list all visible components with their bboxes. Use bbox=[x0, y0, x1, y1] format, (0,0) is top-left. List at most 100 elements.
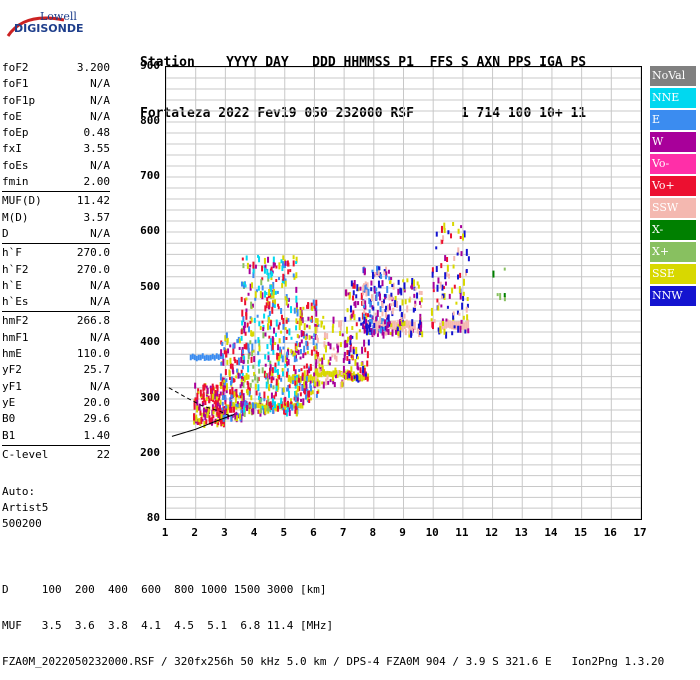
echo-point bbox=[295, 358, 298, 362]
echo-point bbox=[225, 405, 228, 409]
param-name: yE bbox=[2, 395, 16, 409]
footer-distance-row: D 100 200 400 600 800 1000 1500 3000 [km… bbox=[2, 583, 327, 596]
echo-point bbox=[305, 363, 308, 369]
echo-point bbox=[461, 233, 464, 241]
logo-digisonde-text: DIGISONDE bbox=[14, 22, 84, 35]
echo-point bbox=[466, 314, 469, 321]
echo-point bbox=[350, 366, 353, 373]
echo-band-mark bbox=[215, 353, 218, 359]
echo-point bbox=[294, 369, 297, 375]
echo-point bbox=[304, 394, 307, 400]
param-name: hmF1 bbox=[2, 330, 29, 344]
echo-point bbox=[257, 285, 260, 291]
echo-point bbox=[383, 269, 386, 274]
echo-point bbox=[231, 363, 234, 370]
param-row: foF1p N/A bbox=[2, 93, 110, 109]
echo-point bbox=[250, 356, 253, 363]
echo-point bbox=[457, 228, 460, 234]
echo-point bbox=[240, 382, 243, 387]
x-tick-label: 16 bbox=[603, 526, 617, 539]
echo-point bbox=[264, 264, 267, 270]
echo-point bbox=[459, 235, 462, 239]
echo-point bbox=[276, 368, 279, 375]
echo-point bbox=[257, 254, 260, 258]
echo-point bbox=[273, 327, 276, 334]
echo-point bbox=[310, 335, 313, 339]
echo-point bbox=[236, 415, 239, 422]
echo-point bbox=[233, 406, 236, 413]
logo-swoosh-icon bbox=[6, 16, 65, 37]
echo-band-mark bbox=[259, 403, 262, 409]
echo-band-mark bbox=[324, 371, 327, 377]
echo-point bbox=[295, 302, 298, 308]
echo-point bbox=[233, 356, 236, 361]
echo-point bbox=[390, 303, 393, 307]
echo-point bbox=[241, 347, 244, 353]
echo-point bbox=[349, 346, 352, 353]
echo-point bbox=[267, 355, 270, 361]
echo-point bbox=[377, 329, 380, 333]
echo-point bbox=[275, 265, 278, 269]
echo-point bbox=[274, 299, 277, 305]
x-tick-label: 6 bbox=[310, 526, 317, 539]
echo-point bbox=[216, 405, 219, 412]
echo-point bbox=[323, 332, 326, 339]
echo-point bbox=[384, 309, 387, 313]
echo-point bbox=[254, 291, 257, 299]
echo-point bbox=[249, 264, 252, 268]
echo-band-mark bbox=[443, 322, 446, 331]
param-name: hmF2 bbox=[2, 314, 29, 328]
echo-point bbox=[361, 346, 364, 354]
echo-point bbox=[313, 333, 316, 338]
x-tick-label: 9 bbox=[399, 526, 406, 539]
echo-point bbox=[243, 344, 246, 350]
echo-point bbox=[420, 304, 423, 308]
echo-point bbox=[302, 353, 305, 359]
echo-point bbox=[301, 372, 304, 377]
echo-point bbox=[264, 354, 267, 360]
echo-point bbox=[433, 319, 436, 324]
echo-point bbox=[287, 269, 290, 275]
echo-point bbox=[373, 330, 376, 335]
echo-point bbox=[247, 343, 250, 351]
echo-point bbox=[375, 287, 378, 292]
footer-muf-row: MUF 3.5 3.6 3.8 4.1 4.5 5.1 6.8 11.4 [MH… bbox=[2, 619, 334, 632]
echo-point bbox=[317, 351, 320, 359]
echo-point bbox=[315, 303, 318, 311]
echo-point bbox=[274, 290, 277, 295]
echo-point bbox=[329, 356, 332, 361]
echo-point bbox=[373, 287, 376, 294]
echo-band-mark bbox=[195, 355, 198, 362]
echo-point bbox=[219, 399, 222, 405]
echo-point bbox=[299, 349, 302, 355]
echo-band-mark bbox=[293, 403, 296, 409]
echo-point bbox=[346, 349, 349, 355]
echo-point bbox=[394, 295, 397, 303]
echo-point bbox=[358, 329, 361, 333]
echo-point bbox=[233, 391, 236, 398]
echo-point bbox=[397, 288, 400, 295]
param-row: yE 20.0 bbox=[2, 395, 110, 411]
echo-point bbox=[261, 320, 264, 324]
param-row: foE N/A bbox=[2, 109, 110, 125]
x-tick-label: 2 bbox=[191, 526, 198, 539]
echo-point bbox=[242, 398, 245, 406]
echo-point bbox=[270, 392, 273, 399]
echo-point bbox=[315, 375, 318, 382]
echo-point bbox=[250, 317, 253, 323]
param-name: hmE bbox=[2, 347, 22, 361]
echo-point bbox=[389, 296, 392, 300]
echo-point bbox=[266, 300, 269, 306]
echo-point bbox=[240, 400, 243, 407]
echo-point bbox=[390, 292, 393, 297]
echo-point bbox=[215, 396, 218, 401]
param-separator bbox=[2, 311, 110, 313]
echo-band-mark bbox=[189, 354, 192, 361]
echo-point bbox=[492, 270, 495, 278]
echo-point bbox=[280, 259, 283, 264]
echo-point bbox=[365, 289, 368, 297]
echo-point bbox=[266, 268, 269, 275]
echo-point bbox=[316, 390, 319, 394]
echo-point bbox=[269, 402, 272, 410]
echo-point bbox=[277, 324, 280, 330]
